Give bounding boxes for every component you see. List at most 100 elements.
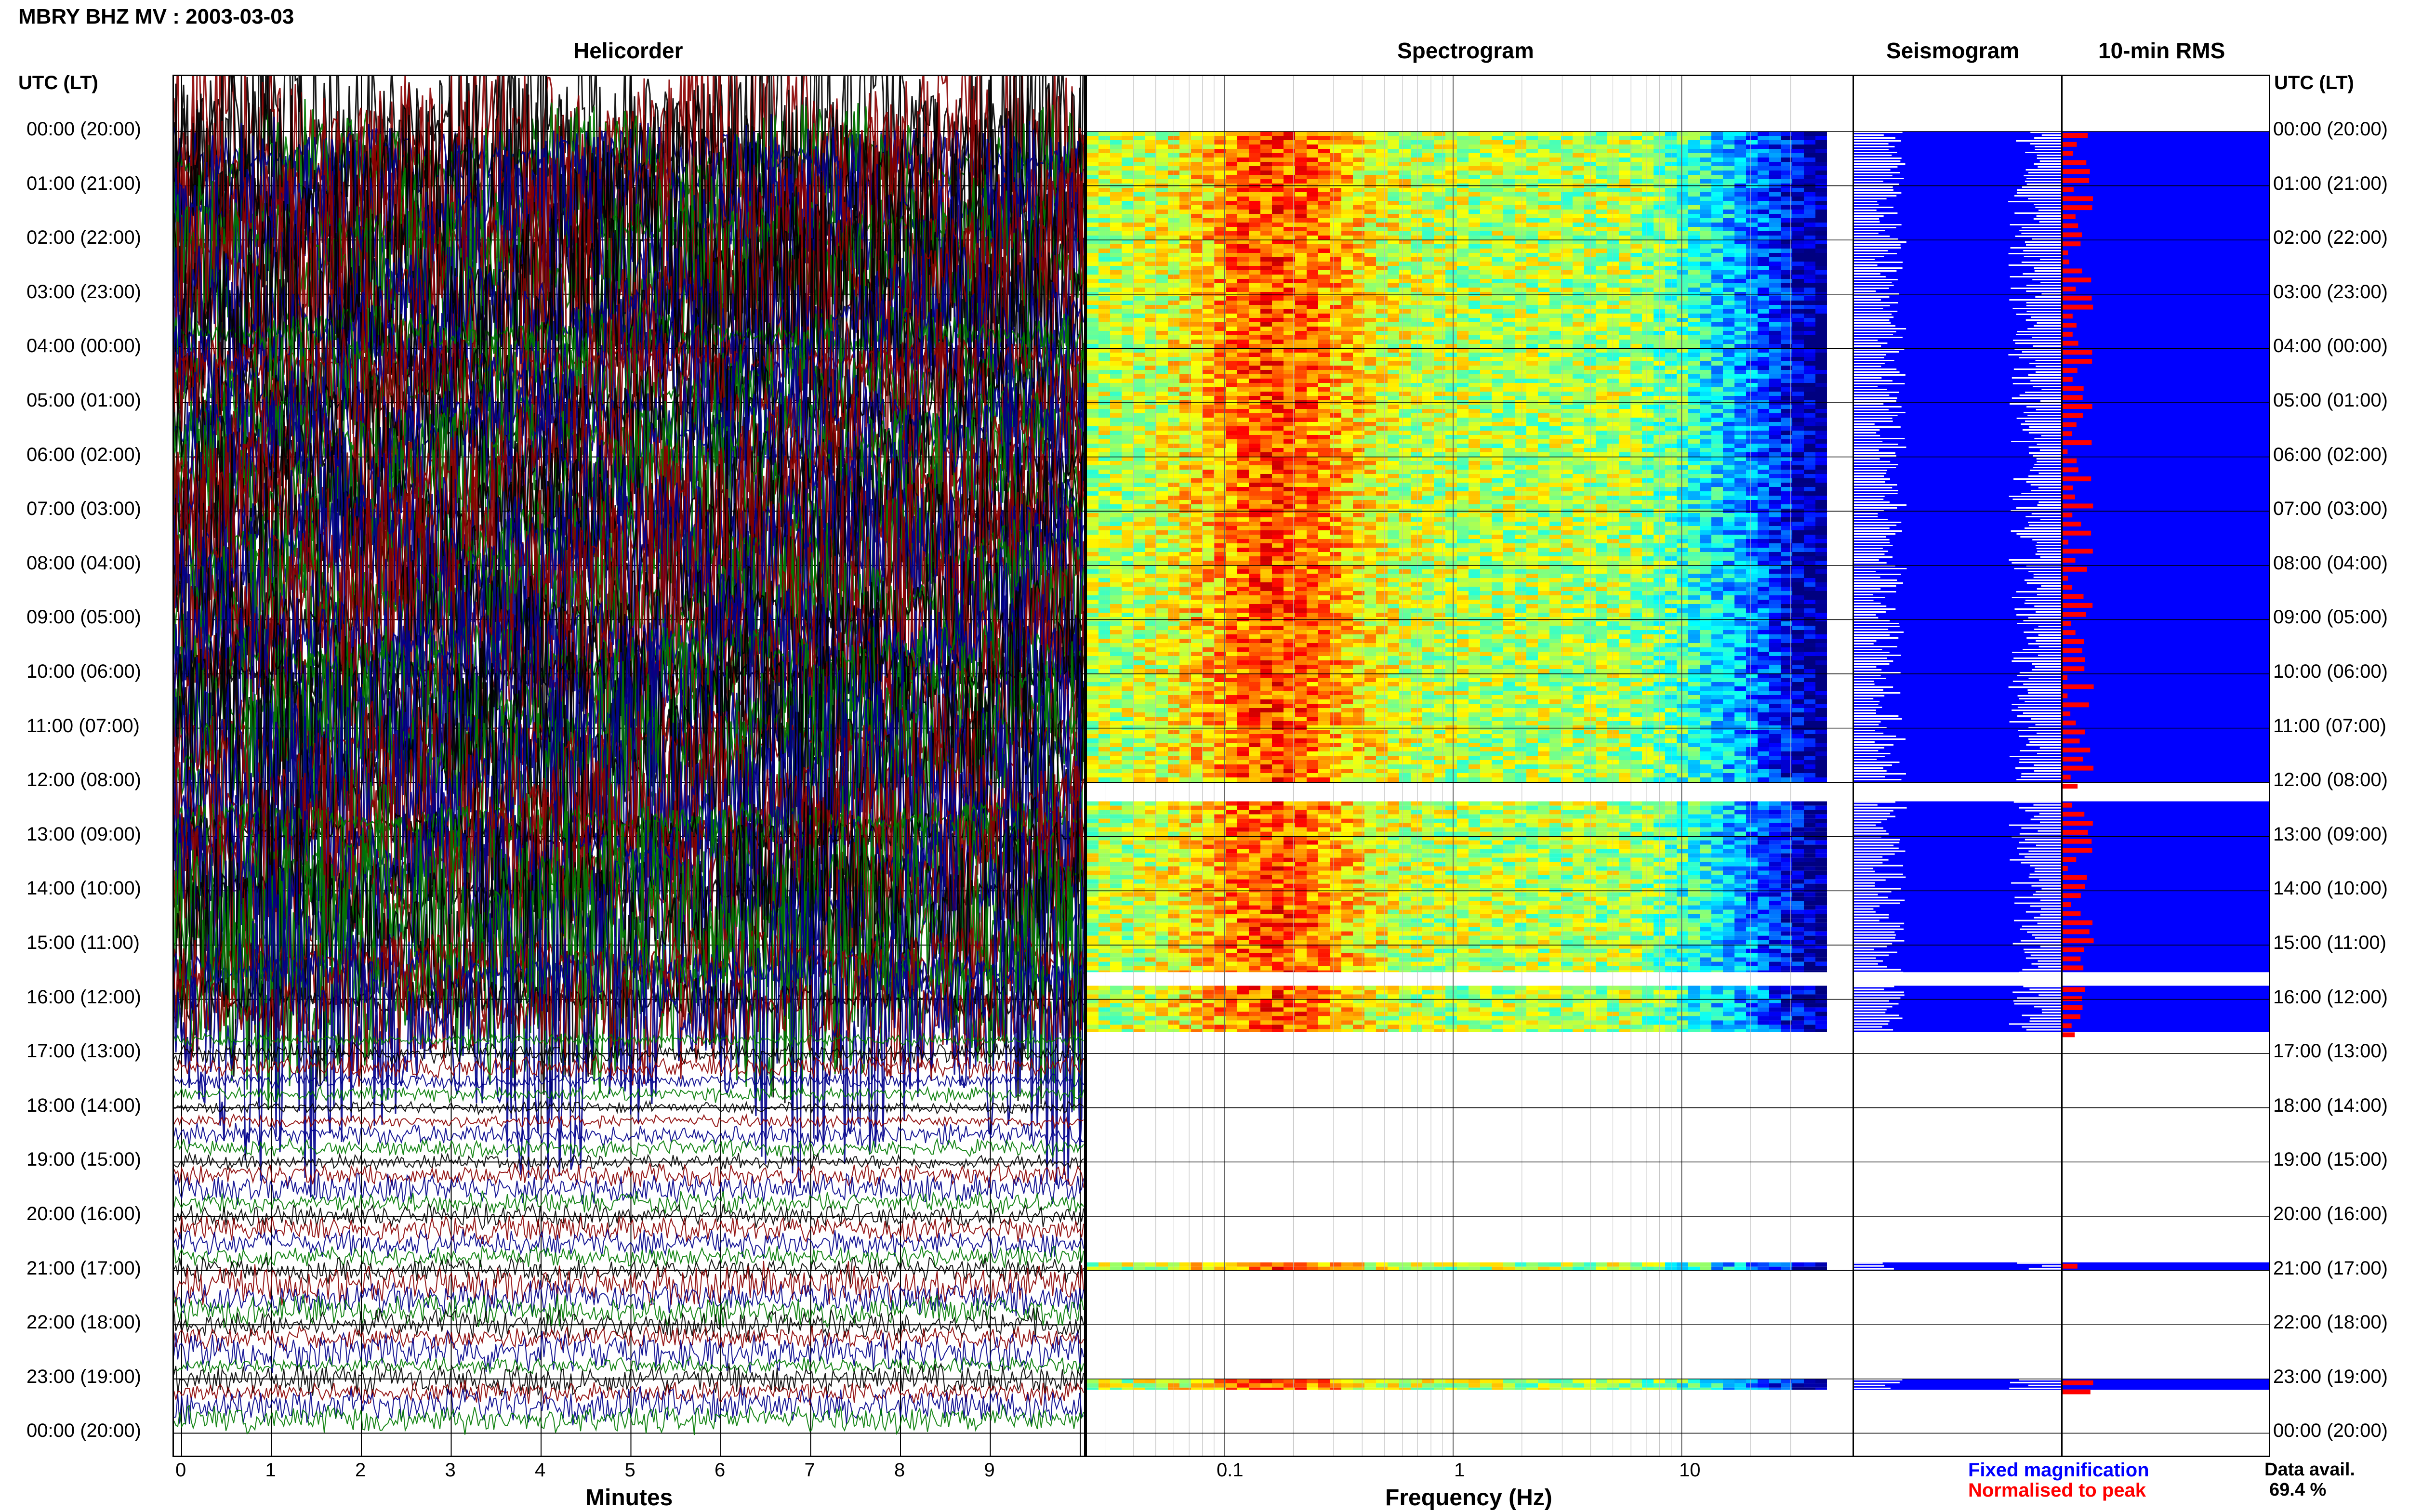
spectrogram-cell [1110,279,1122,283]
spectrogram-cell [1538,223,1549,227]
spectrogram-cell [1122,366,1133,370]
spectrogram-cell [1145,131,1156,136]
spectrogram-cell [1584,296,1596,301]
spectrogram-cell [1688,158,1700,162]
spectrogram-cell [1353,223,1364,227]
left-time-label: 22:00 (18:00) [26,1312,141,1333]
spectrogram-cell [1422,361,1434,366]
spectrogram-cell [1399,366,1411,370]
spectrogram-cell [1723,370,1734,374]
spectrogram-cell [1815,318,1827,322]
spectrogram-cell [1376,431,1388,435]
spectrogram-cell [1156,257,1168,262]
spectrogram-cell [1503,158,1515,162]
spectrogram-cell [1318,305,1330,309]
spectrogram-cell [1226,444,1237,448]
spectrogram-cell [1596,301,1607,305]
spectrogram-cell [1237,444,1249,448]
spectrogram-cell [1110,348,1122,353]
spectrogram-cell [1781,140,1792,145]
spectrogram-cell [1330,153,1341,158]
spectrogram-cell [1503,136,1515,140]
spectrogram-cell [1815,201,1827,205]
spectrogram-cell [1515,149,1526,153]
spectrogram-cell [1515,318,1526,322]
spectrogram-cell [1515,296,1526,301]
spectrogram-cell [1503,409,1515,413]
spectrogram-cell [1596,244,1607,249]
spectrogram-cell [1688,335,1700,340]
spectrogram-cell [1353,318,1364,322]
spectrogram-cell [1284,288,1295,292]
spectrogram-cell [1226,318,1237,322]
spectrogram-cell [1260,331,1272,335]
spectrogram-cell [1769,205,1781,210]
spectrogram-cell [1318,452,1330,457]
spectrogram-cell [1538,188,1549,192]
spectrogram-cell [1214,426,1226,431]
spectrogram-cell [1457,240,1469,244]
spectrogram-cell [1307,309,1318,314]
spectrogram-cell [1087,236,1099,240]
spectrogram-cell [1388,387,1399,392]
spectrogram-cell [1203,392,1214,396]
spectrogram-cell [1480,240,1492,244]
spectrogram-cell [1584,366,1596,370]
spectrogram-cell [1156,218,1168,223]
spectrogram-cell [1087,366,1099,370]
spectrogram-cell [1203,444,1214,448]
spectrogram-cell [1792,405,1804,409]
spectrogram-cell [1110,439,1122,444]
spectrogram-cell [1353,131,1364,136]
spectrogram-cell [1688,366,1700,370]
spectrogram-cell [1249,197,1260,201]
spectrogram-cell [1110,413,1122,418]
spectrogram-cell [1573,223,1584,227]
spectrogram-cell [1214,327,1226,331]
spectrogram-cell [1665,374,1677,379]
spectrogram-cell [1307,348,1318,353]
spectrogram-cell [1179,166,1191,171]
spectrogram-cell [1307,223,1318,227]
spectrogram-cell [1272,218,1284,223]
spectrogram-cell [1561,418,1573,422]
spectrogram-cell [1422,387,1434,392]
spectrogram-cell [1596,231,1607,236]
spectrogram-cell [1492,283,1503,288]
spectrogram-cell [1630,379,1642,383]
spectrogram-cell [1584,392,1596,396]
spectrogram-cell [1596,426,1607,431]
spectrogram-cell [1295,188,1307,192]
spectrogram-cell [1260,379,1272,383]
spectrogram-cell [1492,201,1503,205]
spectrogram-cell [1122,327,1133,331]
spectrogram-cell [1480,318,1492,322]
spectrogram-cell [1584,188,1596,192]
spectrogram-cell [1087,218,1099,223]
spectrogram-cell [1538,131,1549,136]
spectrogram-cell [1249,275,1260,279]
spectrogram-cell [1469,405,1480,409]
spectrogram-cell [1596,201,1607,205]
spectrogram-cell [1272,179,1284,184]
spectrogram-cell [1156,387,1168,392]
spectrogram-cell [1307,162,1318,166]
spectrogram-cell [1237,288,1249,292]
spectrogram-cell [1353,322,1364,327]
spectrogram-cell [1411,396,1422,400]
spectrogram-cell [1492,309,1503,314]
spectrogram-cell [1179,192,1191,197]
spectrogram-cell [1573,231,1584,236]
spectrogram-cell [1758,158,1769,162]
spectrogram-cell [1526,149,1538,153]
spectrogram-cell [1723,270,1734,275]
spectrogram-cell [1619,136,1630,140]
spectrogram-cell [1792,197,1804,201]
spectrogram-cell [1330,288,1341,292]
spectrogram-cell [1434,279,1445,283]
spectrogram-cell [1503,205,1515,210]
spectrogram-cell [1688,253,1700,257]
spectrogram-cell [1260,249,1272,253]
spectrogram-cell [1434,296,1445,301]
spectrogram-cell [1492,366,1503,370]
